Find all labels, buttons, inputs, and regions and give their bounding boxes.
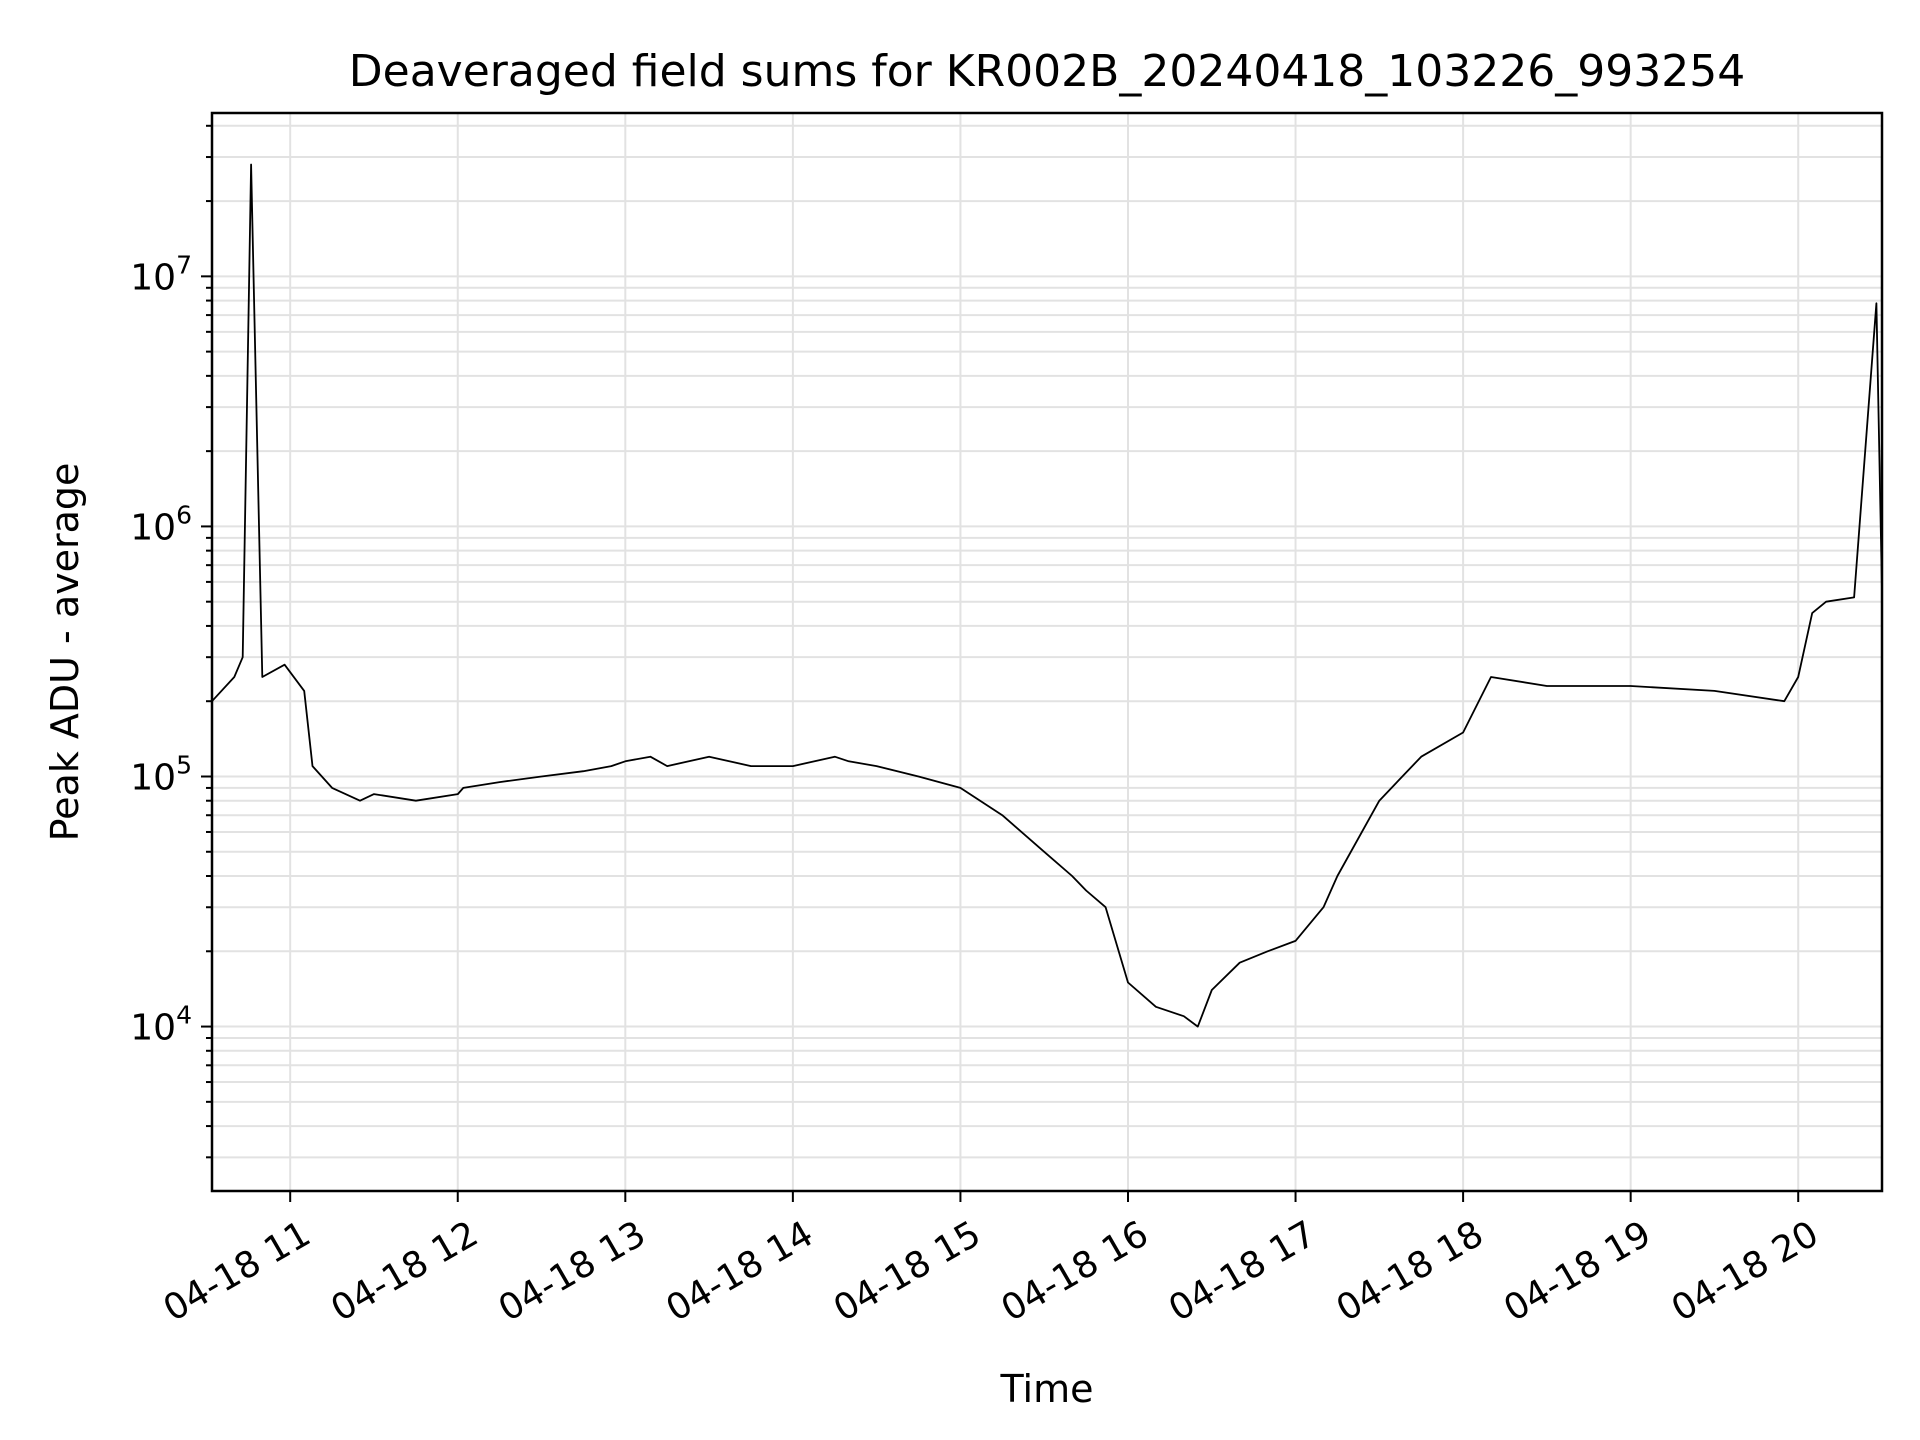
grid xyxy=(212,113,1882,1191)
y-tick-label: 106 xyxy=(130,500,192,548)
chart-title: Deaveraged field sums for KR002B_2024041… xyxy=(349,46,1745,97)
y-tick-label: 104 xyxy=(130,1001,192,1049)
plot-frame xyxy=(210,111,1884,1193)
y-tick-label: 107 xyxy=(130,250,192,298)
y-axis-label: Peak ADU - average xyxy=(43,463,87,842)
series-line xyxy=(211,163,1883,1028)
x-axis-label: Time xyxy=(1000,1367,1094,1411)
series-area xyxy=(211,163,1883,1028)
y-tick-label: 105 xyxy=(130,750,192,798)
